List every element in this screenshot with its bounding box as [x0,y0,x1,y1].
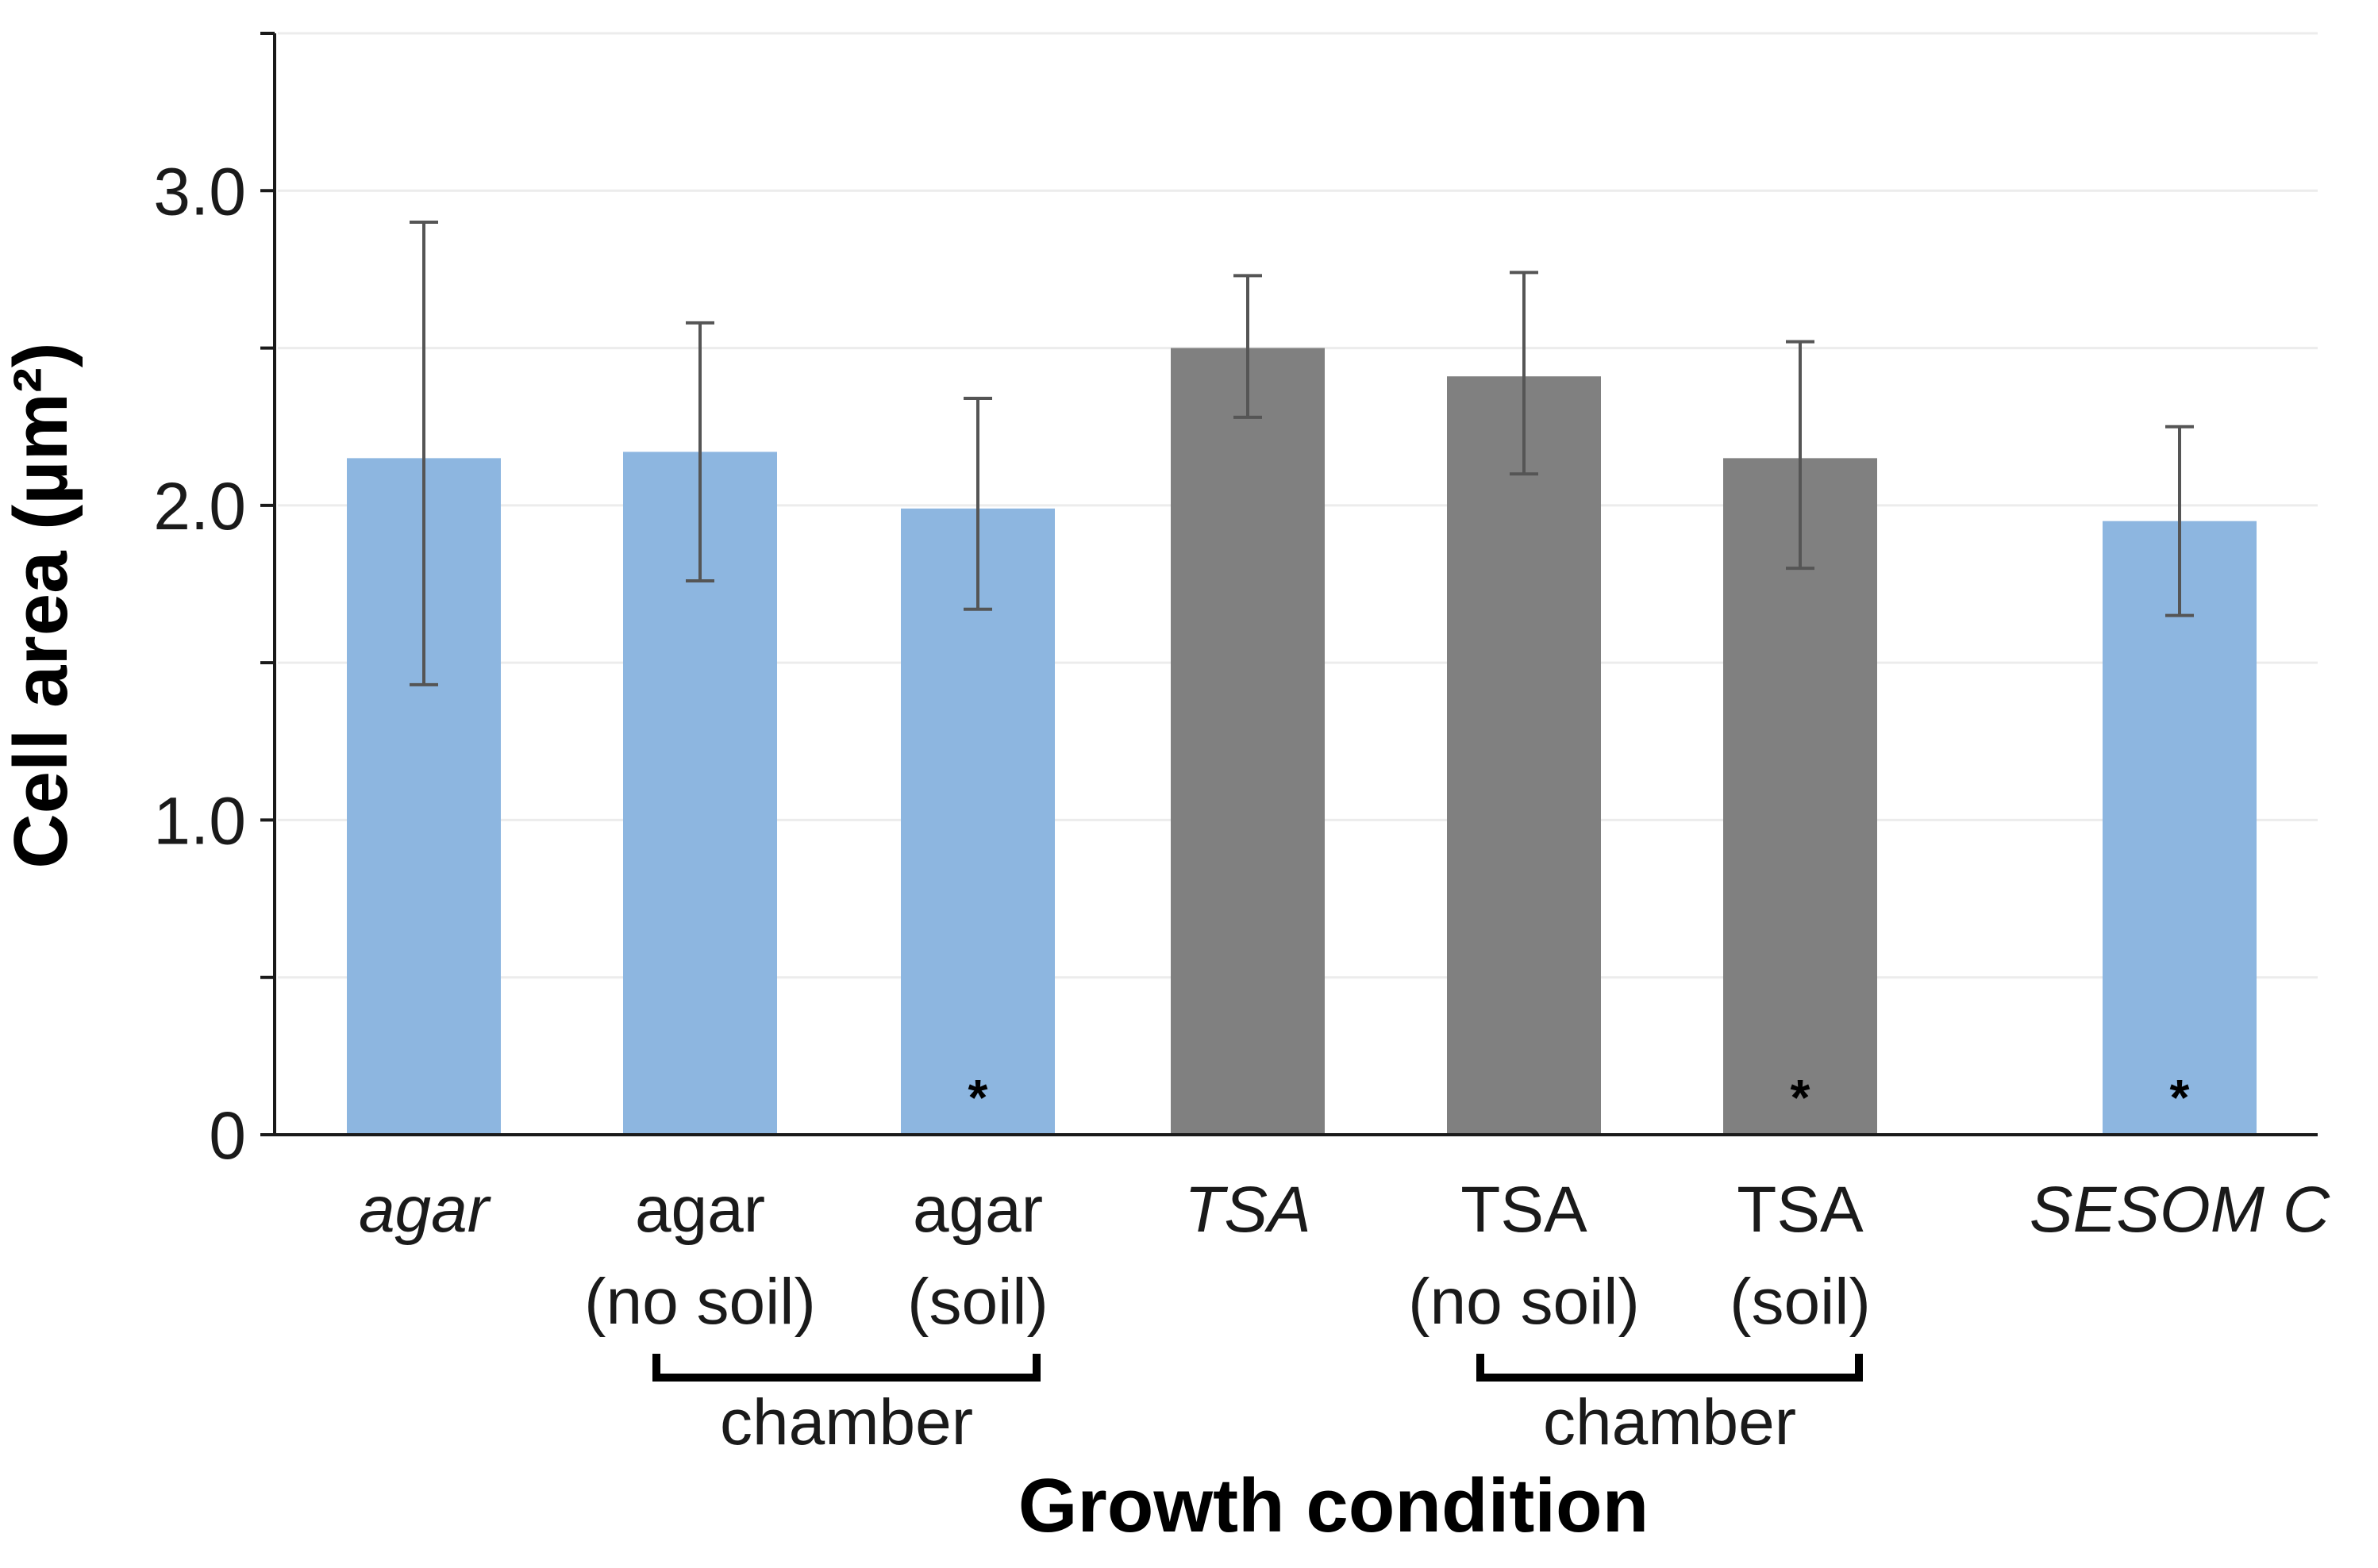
y-tick-label: 0 [209,1098,246,1173]
y-axis-title: Cell area (µm²) [0,342,83,869]
y-ticks: 0 1.0 2.0 3.0 [153,32,275,1173]
bar [1723,458,1877,1135]
group-brackets: chamber chamber [652,1354,1863,1458]
bar [1447,376,1601,1136]
category-sublabel: (soil) [907,1266,1049,1338]
error-bar [1233,274,1262,419]
error-bar [2165,425,2194,617]
significance-marker: * [968,1069,988,1126]
category-sublabel: (no soil) [584,1266,816,1338]
category-label: SESOM C [2030,1174,2330,1246]
error-bar [964,397,992,611]
group-bracket: chamber [1476,1354,1863,1458]
category-label: agar [913,1174,1043,1246]
error-bar [686,321,714,583]
error-bars [410,220,2194,686]
group-label: chamber [1543,1386,1796,1458]
error-bar [1786,340,1814,571]
category-label: agar [359,1174,492,1246]
x-axis-title: Growth condition [1018,1463,1649,1548]
category-label: TSA [1184,1174,1310,1246]
error-bar [1510,271,1538,476]
y-tick-label: 3.0 [153,154,246,229]
category-sublabel: (no soil) [1408,1266,1640,1338]
category-label: TSA [1460,1174,1587,1246]
category-label: agar [635,1174,765,1246]
bar [2103,521,2257,1135]
bar [901,508,1055,1135]
significance-markers: * * * [968,1069,2190,1126]
group-bracket: chamber [652,1354,1041,1458]
category-labels: agar agar (no soil) agar (soil) TSA TSA (no soi… [359,1174,2330,1338]
bars [347,348,2257,1136]
category-sublabel: (soil) [1730,1266,1871,1338]
category-label: TSA [1737,1174,1864,1246]
significance-marker: * [1791,1069,1810,1126]
y-tick-label: 2.0 [153,469,246,544]
bar [1171,348,1325,1136]
error-bar [410,220,438,686]
y-tick-label: 1.0 [153,783,246,858]
significance-marker: * [2170,1069,2190,1126]
axes [273,33,2318,1136]
group-label: chamber [720,1386,973,1458]
